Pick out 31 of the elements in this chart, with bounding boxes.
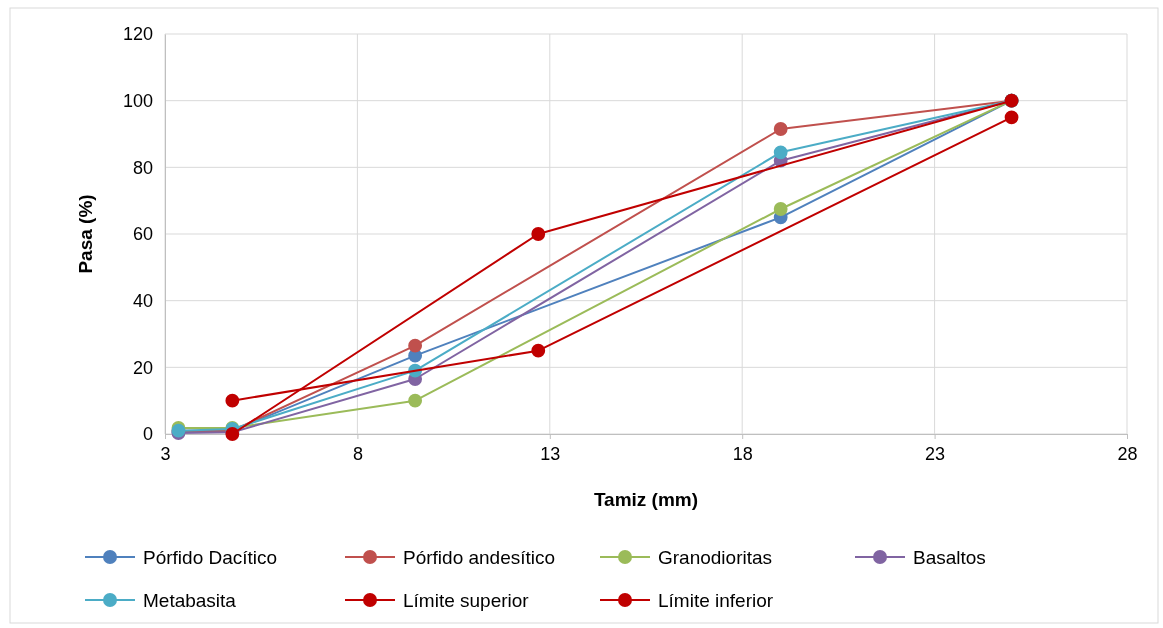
legend-label: Límite inferior — [658, 590, 774, 611]
legend-label: Granodioritas — [658, 547, 773, 568]
point — [773, 145, 788, 160]
x-tick-label: 28 — [1117, 444, 1138, 464]
x-tick-label: 18 — [732, 444, 753, 464]
legend-label: Pórfido Dacítico — [143, 547, 278, 568]
point — [408, 393, 423, 408]
x-axis-title: Tamiz (mm) — [593, 489, 699, 510]
point — [773, 122, 788, 136]
x-tick-label: 3 — [160, 444, 171, 464]
y-tick-label: 40 — [132, 290, 153, 311]
y-tick-label: 120 — [122, 24, 153, 45]
x-tick-label: 23 — [925, 444, 946, 464]
y-tick-label: 60 — [132, 224, 153, 245]
point — [408, 338, 423, 353]
x-tick-label: 8 — [352, 444, 363, 464]
legend-label: Metabasita — [143, 590, 237, 611]
point — [531, 227, 546, 241]
point — [225, 393, 240, 408]
point — [1004, 110, 1019, 125]
y-tick-label: 80 — [132, 157, 153, 178]
point — [531, 343, 546, 358]
y-tick-label: 100 — [122, 90, 153, 111]
y-tick-label: 20 — [132, 357, 153, 378]
legend-label: Límite superior — [403, 590, 530, 611]
y-axis-title: Pasa (%) — [75, 194, 96, 274]
legend-label: Pórfido andesítico — [403, 547, 556, 568]
y-tick-label: 0 — [142, 424, 153, 445]
legend-label: Basaltos — [913, 547, 986, 568]
point — [773, 202, 788, 216]
x-tick-label: 13 — [540, 444, 561, 464]
